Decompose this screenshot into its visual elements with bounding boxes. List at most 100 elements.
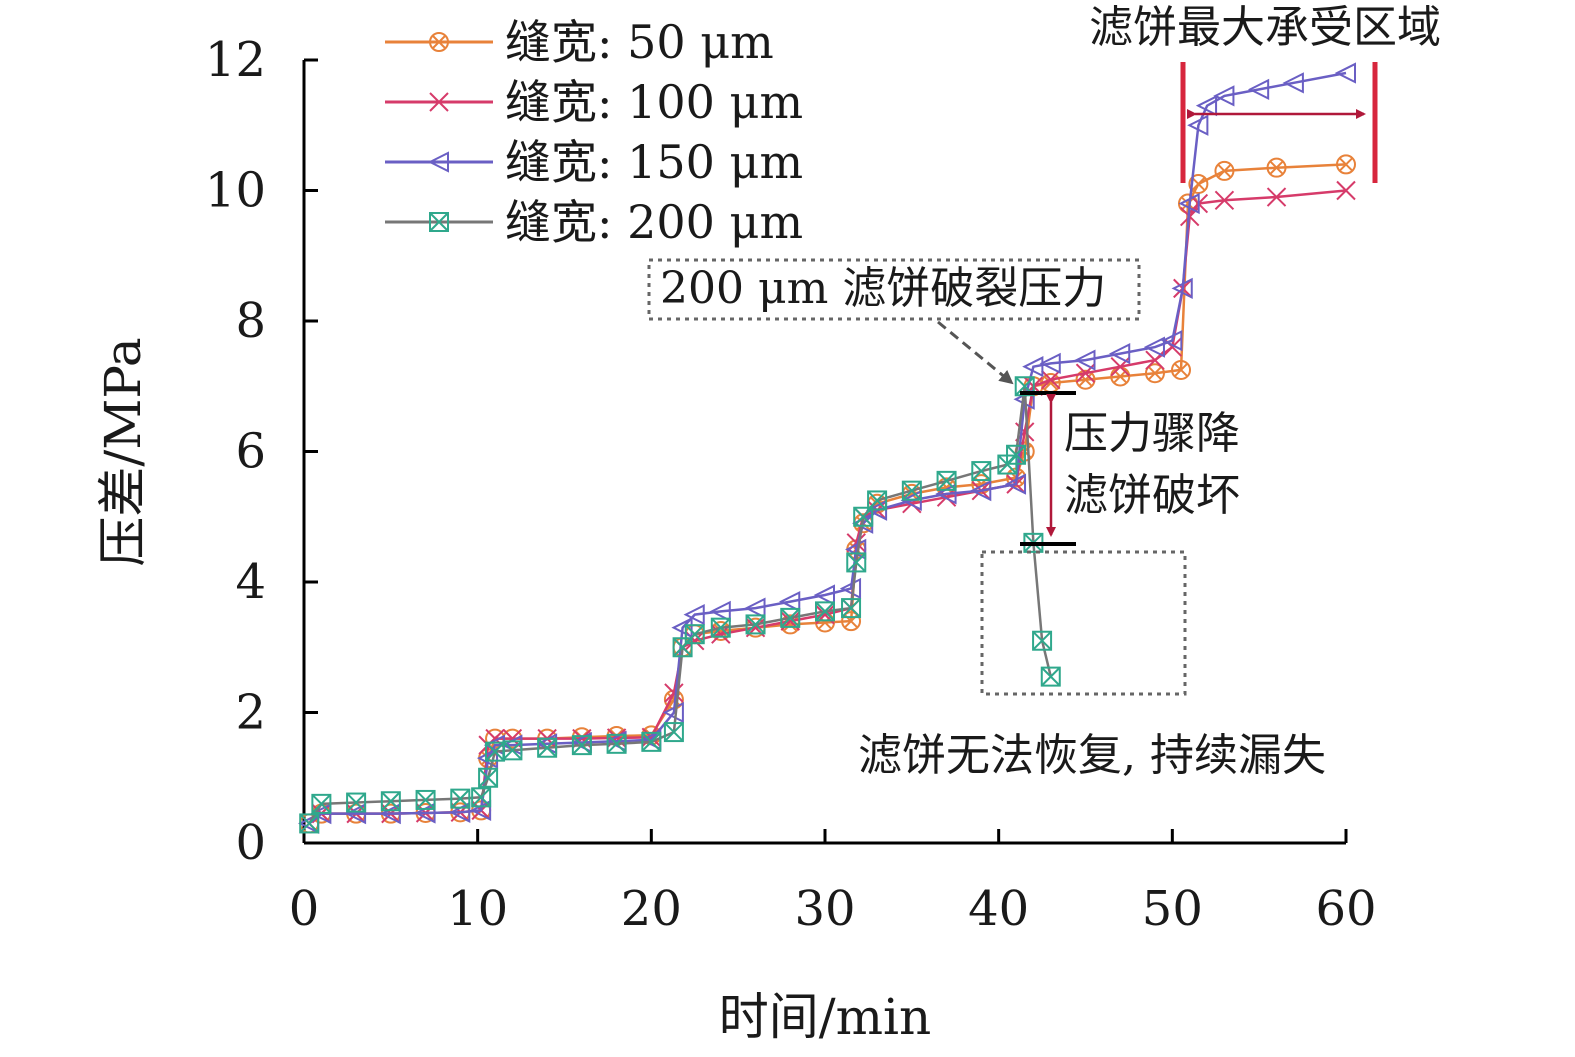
data-point xyxy=(1075,369,1096,390)
marker-box xyxy=(311,793,332,814)
data-point xyxy=(478,767,499,788)
marker-box xyxy=(478,767,499,788)
marker-box xyxy=(380,791,401,812)
marker-cross xyxy=(841,598,861,618)
marker-cross xyxy=(664,722,684,742)
legend-swatch-marker xyxy=(429,32,449,52)
marker-cross xyxy=(846,552,866,573)
marker-cross xyxy=(478,768,498,788)
marker-box xyxy=(1040,666,1061,687)
marker-circle xyxy=(1336,154,1356,175)
marker-cross xyxy=(1181,196,1195,211)
marker-box xyxy=(606,733,627,754)
data-point xyxy=(415,789,436,810)
data-point xyxy=(1006,444,1027,465)
data-point xyxy=(853,506,874,527)
annotation-bearing-region: 滤饼最大承受区域 xyxy=(1089,2,1441,53)
data-point xyxy=(971,461,992,482)
legend-swatch-marker xyxy=(429,212,449,232)
data-point xyxy=(346,792,367,813)
marker-circle xyxy=(1075,369,1096,390)
annotation-pressure-drop-line2: 滤饼破坏 xyxy=(1064,470,1240,521)
legend-swatch-marker xyxy=(427,151,449,173)
annotation-rupture-pressure: 200 μm 滤饼破裂压力 xyxy=(660,263,1106,314)
data-point xyxy=(1108,343,1131,365)
marker-cross xyxy=(815,601,835,622)
marker-cross xyxy=(1269,160,1284,175)
data-point xyxy=(1214,190,1235,210)
marker-box xyxy=(815,601,835,622)
data-point xyxy=(936,470,957,491)
marker-circle xyxy=(1214,160,1235,181)
x-tick-label: 40 xyxy=(968,881,1029,937)
marker-box xyxy=(571,735,592,756)
data-point xyxy=(1187,114,1209,136)
data-point xyxy=(1334,62,1356,84)
y-tick-label: 12 xyxy=(205,32,266,88)
data-point xyxy=(936,487,957,507)
data-point xyxy=(1178,192,1200,215)
marker-cross xyxy=(1032,631,1052,651)
data-point xyxy=(1143,336,1165,358)
data-point xyxy=(744,597,766,619)
data-point xyxy=(813,584,835,606)
marker-cross xyxy=(415,790,436,810)
marker-box xyxy=(1032,630,1053,651)
data-point xyxy=(1214,160,1235,181)
y-tick-label: 6 xyxy=(235,424,266,480)
data-point xyxy=(537,737,558,758)
data-point xyxy=(815,601,835,622)
axes: 0 10 20 30 40 50 60 0 2 4 6 8 10 12 xyxy=(205,32,1377,937)
marker-box xyxy=(936,470,957,491)
marker-circle xyxy=(1188,173,1209,194)
marker-cross xyxy=(537,738,557,758)
marker-cross xyxy=(299,813,319,834)
marker-cross xyxy=(1191,177,1206,191)
data-point xyxy=(710,617,731,638)
x-tick-label: 30 xyxy=(794,881,855,937)
data-point xyxy=(1266,187,1287,207)
data-point xyxy=(1336,154,1356,175)
marker-box xyxy=(780,607,801,628)
marker-cross xyxy=(867,490,887,511)
marker-cross xyxy=(471,787,491,808)
legend-item: 缝宽: 200 μm xyxy=(385,195,803,249)
marker-cross xyxy=(971,461,992,481)
marker-cross xyxy=(641,732,662,752)
data-point xyxy=(1032,630,1053,651)
data-point xyxy=(311,793,332,814)
x-tick-label: 20 xyxy=(621,881,682,937)
data-point xyxy=(476,747,499,769)
marker-cross xyxy=(311,794,332,814)
marker-circle xyxy=(429,32,449,52)
marker-cross xyxy=(1339,157,1353,172)
marker-box xyxy=(299,813,320,834)
marker-cross xyxy=(1217,164,1232,178)
legend-swatch-marker xyxy=(429,92,449,112)
series-line xyxy=(308,71,1347,825)
data-point xyxy=(1074,349,1096,371)
data-point xyxy=(1039,352,1061,375)
marker-box xyxy=(745,614,766,635)
marker-box xyxy=(502,740,523,761)
data-point xyxy=(299,813,320,834)
marker-circle xyxy=(1144,363,1165,384)
marker-cross xyxy=(1041,666,1061,687)
marker-cross xyxy=(711,617,731,638)
marker-cross xyxy=(432,35,446,49)
data-point xyxy=(1188,173,1209,194)
data-point xyxy=(1161,329,1183,352)
marker-box xyxy=(710,617,731,638)
data-point xyxy=(1171,359,1192,380)
data-point xyxy=(684,624,705,645)
data-point xyxy=(839,577,862,600)
data-point xyxy=(641,731,662,752)
marker-box xyxy=(537,737,558,758)
marker-cross xyxy=(745,614,766,635)
marker-cross xyxy=(1174,363,1188,377)
marker-box xyxy=(867,490,888,511)
data-point xyxy=(379,803,401,825)
marker-box xyxy=(672,637,693,658)
annotation-pressure-drop-line1: 压力骤降 xyxy=(1064,408,1240,459)
